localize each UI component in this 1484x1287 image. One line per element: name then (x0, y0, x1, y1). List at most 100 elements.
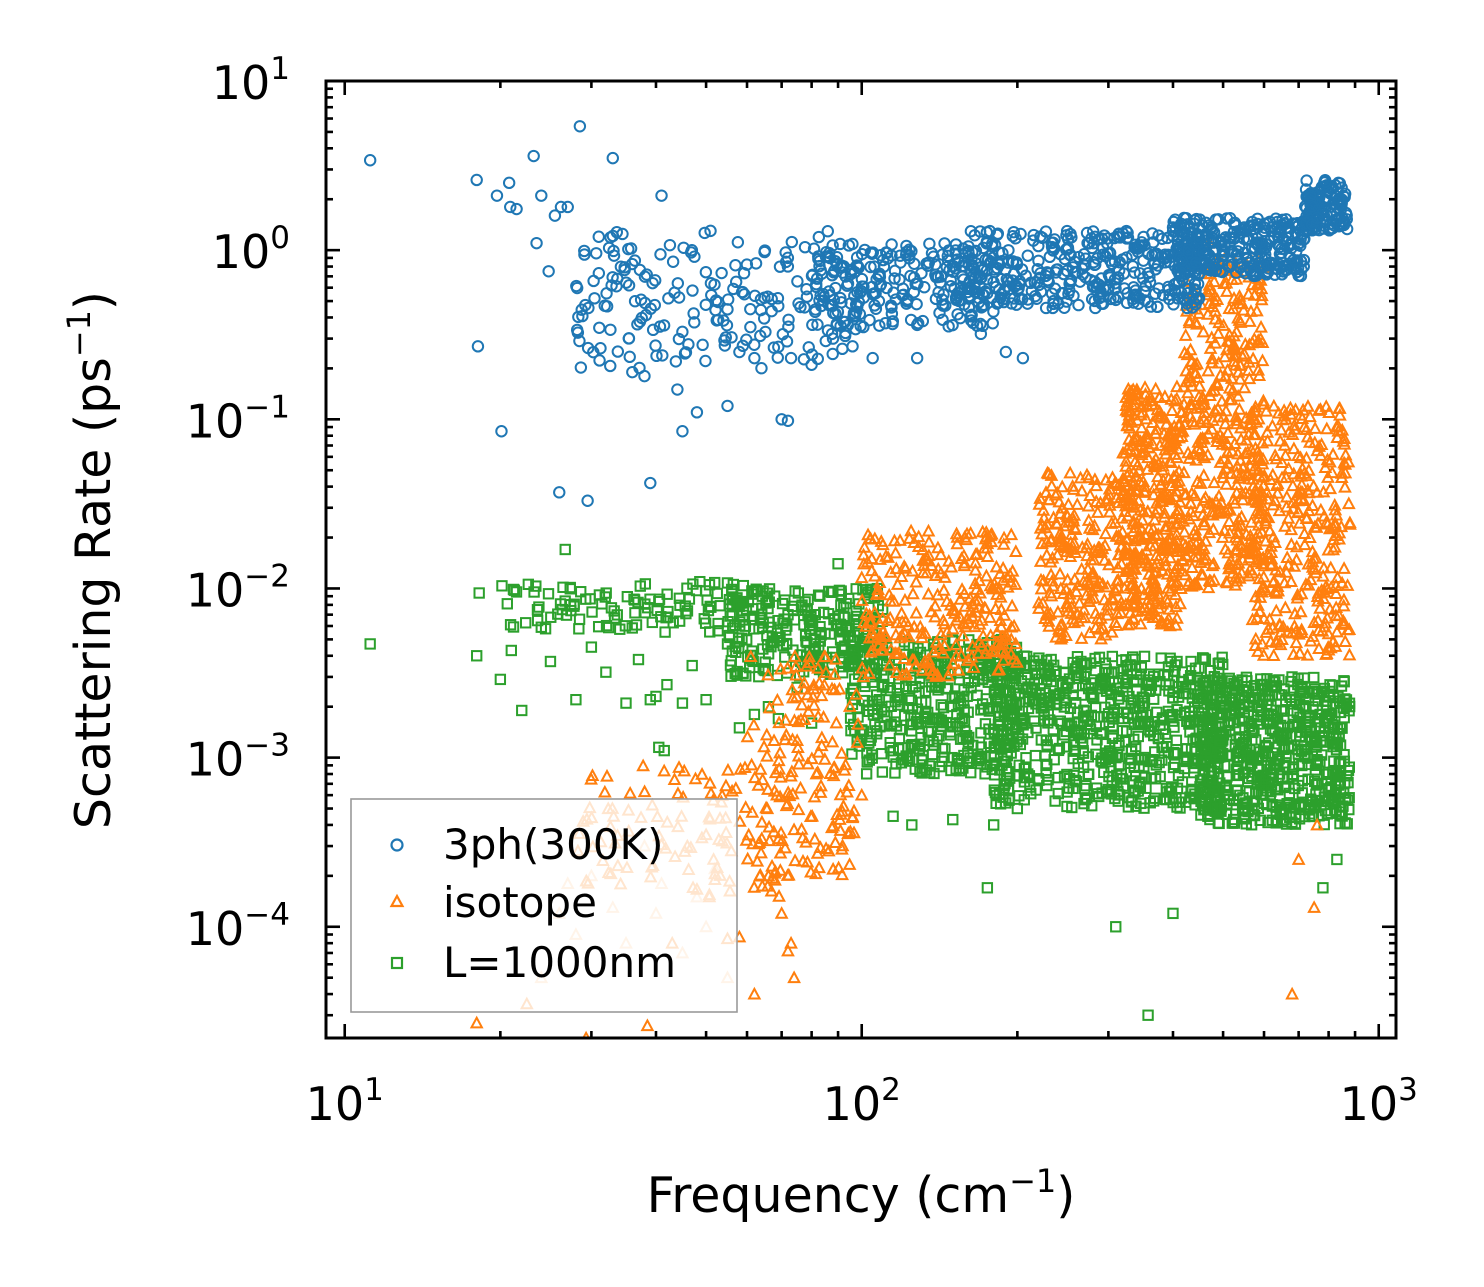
square-data-point (630, 619, 643, 631)
square-data-point (687, 578, 699, 590)
square-data-point (964, 752, 976, 764)
square-data-point (888, 716, 901, 728)
square-data-point (628, 593, 640, 605)
square-data-point (826, 646, 839, 658)
square-data-point (857, 725, 870, 737)
square-data-point (932, 684, 944, 696)
square-data-point (545, 611, 557, 623)
square-data-point (565, 604, 577, 617)
square-data-point (683, 593, 696, 605)
square-data-point (957, 732, 969, 744)
square-data-point (814, 621, 826, 633)
square-data-point (711, 587, 723, 600)
square-data-point (805, 610, 817, 623)
square-data-point (704, 626, 716, 638)
square-data-point (709, 576, 721, 589)
square-data-point (937, 701, 950, 714)
square-data-point (646, 616, 658, 629)
square-data-point (599, 591, 611, 603)
square-data-point (835, 588, 847, 600)
square-data-point (864, 734, 877, 747)
square-data-point (903, 692, 915, 705)
square-data-point (702, 604, 715, 617)
square-data-point (729, 667, 741, 680)
square-data-point (792, 587, 805, 599)
square-data-point (736, 632, 748, 644)
square-data-point (852, 618, 865, 630)
square-data-point (917, 749, 929, 762)
square-data-point (889, 767, 901, 779)
square-data-point (861, 756, 873, 768)
square-data-point (949, 690, 961, 702)
square-data-point (894, 723, 907, 736)
square-data-point (960, 729, 973, 742)
square-data-point (605, 602, 618, 614)
square-data-point (905, 725, 918, 737)
square-data-point (965, 682, 977, 694)
square-data-point (748, 585, 760, 598)
square-data-point (871, 725, 883, 737)
square-data-point (777, 639, 789, 652)
square-data-point (850, 583, 862, 595)
square-data-point (905, 709, 917, 721)
square-data-point (876, 748, 888, 760)
square-data-point (600, 619, 613, 632)
square-data-point (916, 762, 929, 774)
square-data-point (573, 613, 586, 625)
square-data-point (846, 748, 858, 760)
square-data-point (747, 603, 759, 615)
square-data-point (699, 585, 712, 597)
square-data-point (885, 700, 897, 712)
square-data-point (533, 601, 545, 613)
square-data-point (884, 741, 896, 754)
square-data-point (955, 697, 967, 709)
square-data-point (575, 586, 587, 598)
square-data-point (812, 589, 825, 601)
square-data-point (892, 699, 904, 711)
square-data-point (611, 609, 623, 621)
square-data-point (522, 578, 535, 591)
square-data-point (957, 762, 969, 774)
square-data-point (852, 711, 864, 723)
square-data-point (878, 678, 890, 691)
square-data-point (822, 608, 835, 620)
square-data-point (528, 586, 540, 598)
square-data-point (838, 601, 850, 613)
square-data-point (673, 615, 686, 627)
square-data-point (729, 619, 741, 632)
square-data-point (869, 718, 881, 731)
square-data-point (837, 667, 849, 679)
square-data-point (789, 585, 801, 597)
square-data-point (603, 621, 615, 634)
square-data-point (923, 734, 935, 747)
square-data-point (757, 643, 769, 655)
square-data-point (951, 720, 964, 733)
square-data-point (531, 614, 544, 627)
square-data-point (845, 657, 858, 670)
square-data-point (983, 705, 995, 717)
square-data-point (504, 619, 517, 631)
square-data-point (845, 724, 857, 737)
square-data-point (1069, 774, 1082, 787)
square-data-point (748, 610, 760, 622)
square-data-point (653, 593, 666, 605)
square-data-point (564, 583, 576, 595)
square-data-point (902, 742, 914, 754)
square-data-point (619, 620, 632, 632)
square-data-point (781, 638, 793, 650)
square-data-point (933, 760, 946, 773)
square-data-point (780, 624, 792, 636)
square-data-point (621, 590, 634, 603)
square-data-point (971, 689, 983, 702)
square-data-point (876, 766, 889, 778)
square-data-point (973, 662, 986, 675)
square-data-point (844, 712, 857, 724)
square-data-point (779, 594, 791, 606)
square-data-point (762, 663, 774, 676)
square-data-point (945, 764, 957, 777)
square-data-point (747, 623, 760, 635)
square-data-point (737, 667, 749, 680)
square-data-point (814, 635, 826, 647)
square-data-point (772, 614, 784, 627)
